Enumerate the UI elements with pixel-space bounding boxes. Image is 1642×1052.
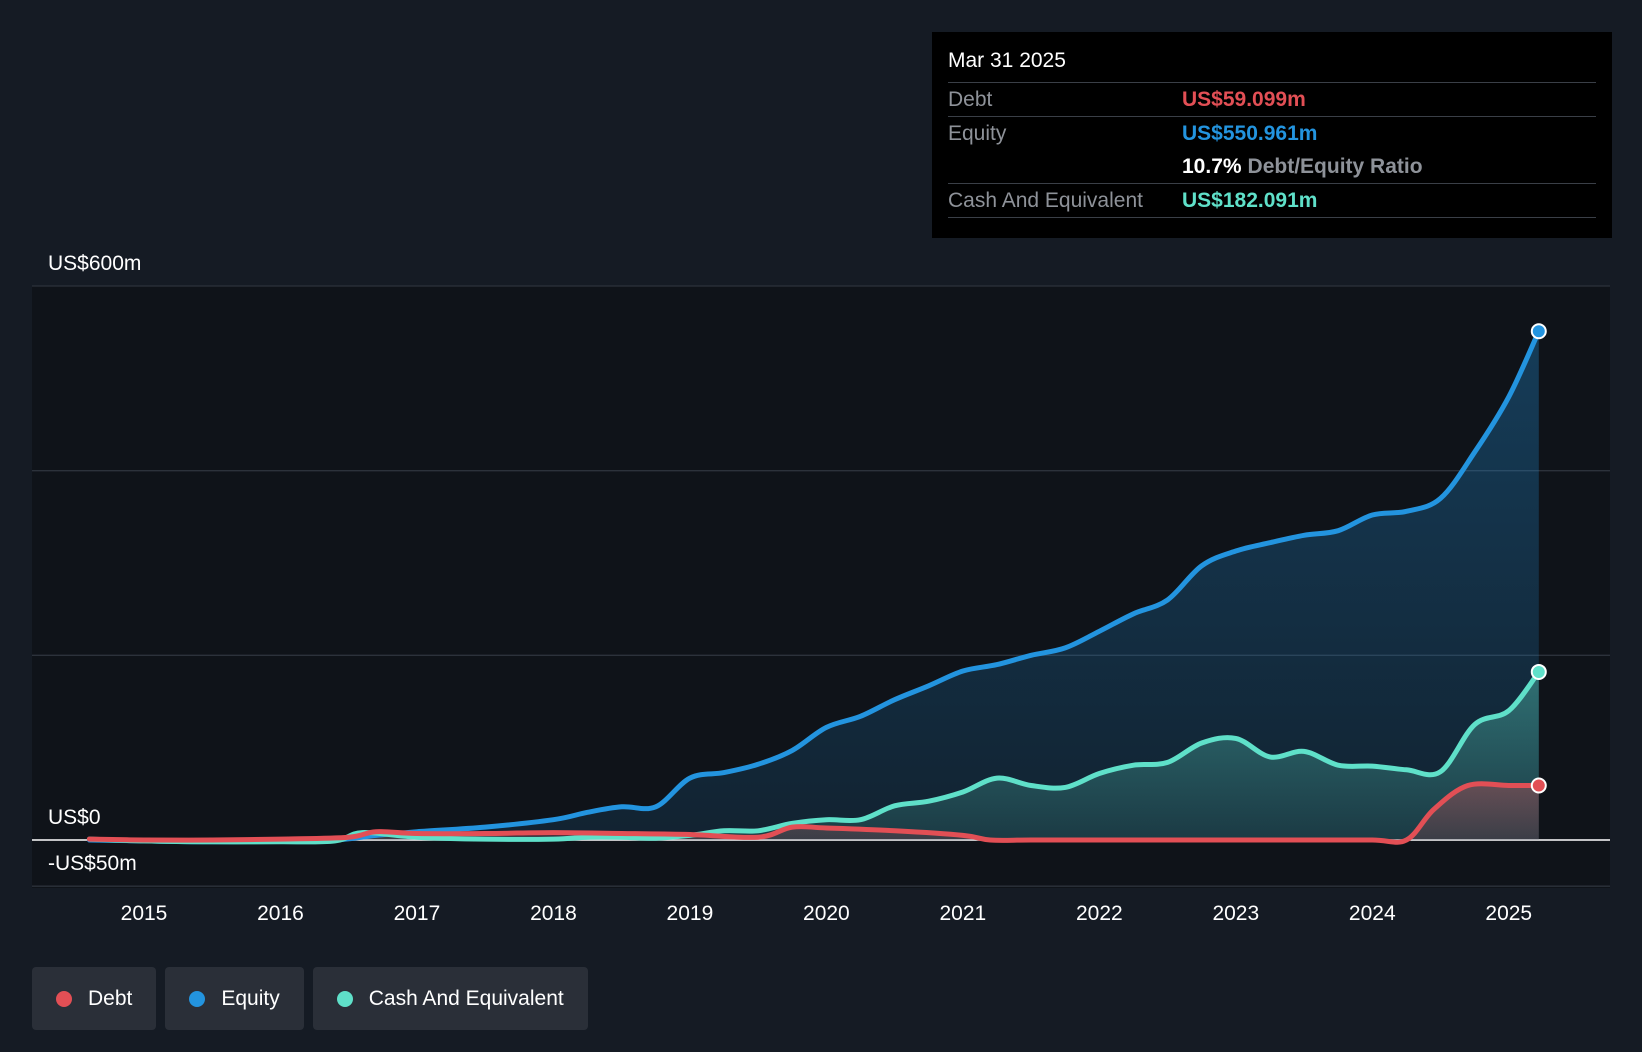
debt-area (89, 783, 1539, 843)
equity-end-point (1530, 323, 1547, 340)
legend-label-cash: Cash And Equivalent (368, 986, 564, 1010)
x-tick-label: 2020 (803, 902, 850, 925)
debt-line (86, 781, 1542, 845)
tooltip-cash-value: US$182.091m (1182, 189, 1318, 212)
tooltip-equity-label: Equity (948, 122, 1007, 145)
legend: Debt Equity Cash And Equivalent (32, 967, 597, 1030)
tooltip-ratio-row: 10.7% Debt/Equity Ratio (948, 150, 1596, 183)
cash-dot-icon (336, 990, 353, 1007)
debt-end-point (1530, 777, 1547, 794)
x-tick-label: 2023 (1212, 902, 1259, 925)
x-tick-label: 2021 (939, 902, 986, 925)
tooltip-equity-row: Equity US$550.961m (948, 116, 1596, 150)
debt-dot-icon (56, 990, 72, 1007)
cash-area (89, 672, 1539, 842)
x-tick-label: 2016 (257, 902, 304, 925)
tooltip-date: Mar 31 2025 (948, 49, 1066, 72)
x-tick-label: 2018 (530, 902, 577, 925)
cash-line (86, 669, 1542, 845)
y-tick-label: US$600m (48, 252, 141, 275)
tooltip-debt-label: Debt (948, 88, 993, 111)
legend-item-equity[interactable]: Equity (165, 967, 304, 1030)
tooltip-ratio-label: Debt/Equity Ratio (1247, 155, 1423, 178)
legend-label-debt: Debt (88, 986, 133, 1010)
x-tick-label: 2024 (1349, 902, 1396, 925)
y-tick-label: US$0 (48, 806, 101, 829)
cash-end-point (1530, 663, 1547, 680)
equity-area (89, 331, 1539, 842)
legend-label-equity: Equity (221, 986, 280, 1010)
tooltip-ratio-value: 10.7% (1182, 155, 1242, 178)
tooltip: Mar 31 2025 Debt US$59.099m Equity US$55… (932, 32, 1612, 238)
y-tick-label: -US$50m (48, 852, 137, 875)
tooltip-cash-label: Cash And Equivalent (948, 189, 1143, 212)
tooltip-debt-value: US$59.099m (1182, 88, 1306, 111)
x-tick-label: 2025 (1485, 902, 1532, 925)
x-tick-label: 2015 (121, 902, 168, 925)
x-tick-label: 2022 (1076, 902, 1123, 925)
legend-item-cash[interactable]: Cash And Equivalent (312, 967, 588, 1030)
x-tick-label: 2017 (394, 902, 441, 925)
legend-item-debt[interactable]: Debt (32, 967, 157, 1030)
tooltip-debt-row: Debt US$59.099m (948, 82, 1596, 116)
tooltip-cash-row: Cash And Equivalent US$182.091m (948, 183, 1596, 218)
equity-dot-icon (189, 990, 206, 1007)
x-tick-label: 2019 (667, 902, 714, 925)
tooltip-equity-value: US$550.961m (1182, 122, 1318, 145)
